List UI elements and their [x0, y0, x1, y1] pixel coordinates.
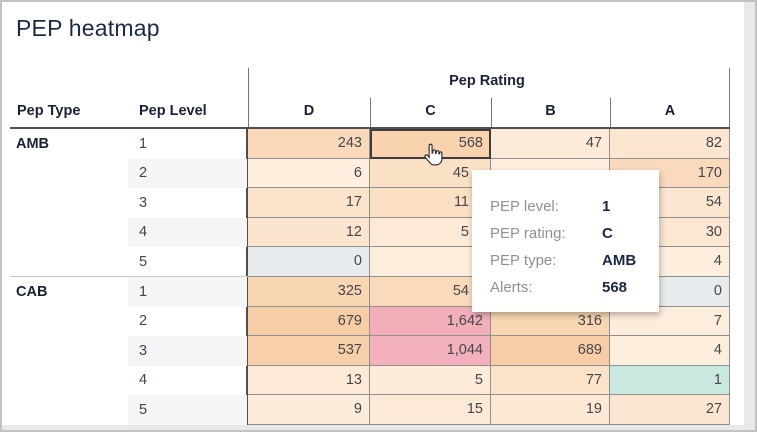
- heatmap-cell[interactable]: 12: [248, 218, 370, 247]
- heatmap-cell[interactable]: 325: [248, 277, 370, 307]
- tooltip-label: PEP type:: [490, 252, 557, 269]
- heatmap-cell[interactable]: 1: [610, 366, 730, 395]
- heatmap-cell[interactable]: 243: [248, 129, 370, 159]
- heatmap-cell[interactable]: 27: [610, 395, 730, 425]
- pep-level-label[interactable]: 3: [139, 343, 148, 359]
- rating-column-header-B[interactable]: B: [545, 103, 556, 119]
- pep-type-label-AMB[interactable]: AMB: [16, 136, 50, 152]
- pep-level-label[interactable]: 1: [139, 284, 148, 300]
- hand-cursor-icon: [424, 143, 443, 166]
- heatmap-cell[interactable]: 11: [370, 188, 491, 218]
- heatmap-cell[interactable]: 15: [370, 395, 491, 425]
- header-divider: [491, 98, 492, 128]
- tooltip-value: 1: [602, 198, 611, 215]
- pep-level-label[interactable]: 3: [139, 195, 148, 211]
- tooltip-row: PEP type: AMB: [490, 250, 647, 277]
- header-divider: [370, 98, 371, 128]
- row-stripe: [128, 218, 247, 247]
- pep-level-label[interactable]: 5: [139, 254, 148, 270]
- hover-tooltip: PEP level: 1 PEP rating: C PEP type: AMB Alert…: [472, 170, 659, 312]
- pep-level-label[interactable]: 4: [139, 224, 148, 240]
- heatmap-cell[interactable]: [370, 247, 491, 277]
- heatmap-cell[interactable]: 1,642: [370, 307, 491, 336]
- row-stripe: [128, 395, 247, 425]
- heatmap-cell[interactable]: 54: [370, 277, 491, 307]
- tooltip-label: Alerts:: [490, 279, 533, 296]
- heatmap-cell[interactable]: 5: [370, 366, 491, 395]
- page-title: PEP heatmap: [16, 15, 160, 41]
- header-divider: [729, 68, 730, 128]
- heatmap-cell[interactable]: 1,044: [370, 336, 491, 366]
- pep-type-label-CAB[interactable]: CAB: [16, 284, 48, 300]
- heatmap-cell[interactable]: 19: [491, 395, 610, 425]
- bottom-gutter: [2, 425, 755, 430]
- tooltip-label: PEP rating:: [490, 225, 566, 242]
- row-header-pep-type[interactable]: Pep Type: [17, 103, 81, 119]
- tooltip-row: PEP level: 1: [490, 196, 647, 223]
- heatmap-cell[interactable]: 6: [248, 159, 370, 188]
- heatmap-cell[interactable]: 9: [248, 395, 370, 425]
- column-group-label[interactable]: Pep Rating: [449, 73, 525, 89]
- heatmap-cell[interactable]: 537: [248, 336, 370, 366]
- heatmap-cell[interactable]: 5: [370, 218, 491, 247]
- header-divider: [248, 68, 249, 128]
- tooltip-row: PEP rating: C: [490, 223, 647, 250]
- heatmap-cell[interactable]: 689: [491, 336, 610, 366]
- heatmap-cell[interactable]: 679: [248, 307, 370, 336]
- tooltip-label: PEP level:: [490, 198, 559, 215]
- tooltip-row: Alerts: 568: [490, 277, 647, 304]
- rating-column-header-C[interactable]: C: [425, 103, 436, 119]
- header-separator-line: [10, 127, 730, 129]
- tooltip-value: AMB: [602, 252, 637, 269]
- heatmap-cell[interactable]: 47: [491, 129, 610, 159]
- pep-level-label[interactable]: 2: [139, 165, 148, 181]
- tooltip-value: C: [602, 225, 613, 242]
- right-gutter: [744, 2, 755, 430]
- group-separator-line: [10, 276, 248, 277]
- heatmap-cell[interactable]: 0: [248, 247, 370, 277]
- tooltip-value: 568: [602, 279, 628, 296]
- heatmap-cell[interactable]: 17: [248, 188, 370, 218]
- heatmap-cell[interactable]: 77: [491, 366, 610, 395]
- pep-level-label[interactable]: 4: [139, 372, 148, 388]
- row-stripe: [128, 159, 247, 188]
- row-stripe: [128, 336, 247, 366]
- pep-level-label[interactable]: 1: [139, 136, 148, 152]
- rating-column-header-A[interactable]: A: [664, 103, 676, 119]
- row-stripe: [128, 277, 247, 307]
- pep-level-label[interactable]: 5: [139, 402, 148, 418]
- row-header-pep-level[interactable]: Pep Level: [139, 103, 207, 119]
- pep-level-label[interactable]: 2: [139, 313, 148, 329]
- heatmap-cell[interactable]: 4: [610, 336, 730, 366]
- heatmap-cell[interactable]: 82: [610, 129, 730, 159]
- header-divider: [610, 98, 611, 128]
- rating-column-header-D[interactable]: D: [303, 103, 315, 119]
- heatmap-cell[interactable]: 13: [248, 366, 370, 395]
